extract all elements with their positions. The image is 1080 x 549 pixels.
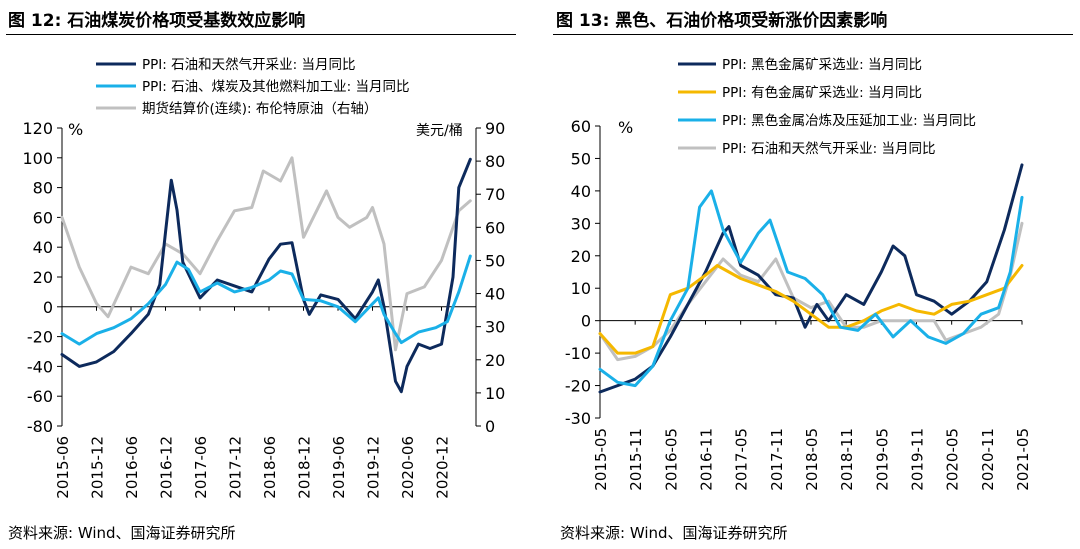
chart1-x-tick-label: 2016-06 xyxy=(123,436,141,499)
chart1-x-tick-label: 2015-06 xyxy=(54,436,72,499)
chart1-x-tick-label: 2015-12 xyxy=(89,436,107,499)
chart2-x-tick-label: 2021-05 xyxy=(1014,428,1032,491)
chart2-y-tick-label: -20 xyxy=(565,377,591,396)
chart1-y-unit: % xyxy=(68,120,83,139)
chart1-series-line-3 xyxy=(60,156,472,352)
chart2-legend-label-2: PPI: 有色金属矿采选业: 当月同比 xyxy=(722,84,922,101)
chart1-x-tick-label: 2016-12 xyxy=(158,436,176,499)
chart1-y2-tick-label: 0 xyxy=(485,417,495,436)
chart1-y-tick-label: 0 xyxy=(43,298,53,317)
chart2-x-tick-label: 2016-11 xyxy=(698,428,716,491)
chart1-x-tick-label: 2017-12 xyxy=(227,436,245,499)
chart1-y-tick-label: 20 xyxy=(33,268,53,287)
chart1-source: 资料来源: Wind、国海证券研究所 xyxy=(8,524,236,542)
chart1-y-tick-label: 60 xyxy=(33,208,53,227)
chart2-title-rule xyxy=(553,34,1073,35)
chart2-legend-label-3: PPI: 黑色金属冶炼及压延加工业: 当月同比 xyxy=(722,112,976,129)
chart1-x-tick-label: 2018-06 xyxy=(261,436,279,499)
chart1-series-line-1 xyxy=(60,157,472,394)
chart2-series-line-2 xyxy=(598,264,1024,355)
chart2-source: 资料来源: Wind、国海证券研究所 xyxy=(560,524,788,542)
chart1-series-line-2 xyxy=(60,254,472,346)
chart2-y-tick-label: 50 xyxy=(571,149,591,168)
chart1-y2-tick-label: 30 xyxy=(485,318,505,337)
chart1-legend-label-1: PPI: 石油和天然气开采业: 当月同比 xyxy=(142,56,355,73)
chart2-title: 图 13: 黑色、石油价格项受新涨价因素影响 xyxy=(556,11,888,31)
chart1-title-rule xyxy=(6,34,516,35)
chart2-x-tick-label: 2018-11 xyxy=(838,428,856,491)
chart2-legend-label-1: PPI: 黑色金属矿采选业: 当月同比 xyxy=(722,56,922,73)
chart2-x-tick-label: 2015-05 xyxy=(592,428,610,491)
chart1-legend-label-2: PPI: 石油、煤炭及其他燃料加工业: 当月同比 xyxy=(142,78,409,95)
chart2-series-line-1 xyxy=(598,163,1024,394)
chart1-x-tick-label: 2020-12 xyxy=(434,436,452,499)
chart1-legend-label-3: 期货结算价(连续): 布伦特原油（右轴） xyxy=(142,100,377,117)
chart2-y-tick-label: 30 xyxy=(571,214,591,233)
chart1-x-tick-label: 2019-12 xyxy=(365,436,383,499)
chart1-y-tick-label: 40 xyxy=(33,238,53,257)
chart1-y-tick-label: -60 xyxy=(27,387,53,406)
chart2-x-tick-label: 2020-05 xyxy=(944,428,962,491)
chart2-x-tick-label: 2019-11 xyxy=(909,428,927,491)
chart1-x-tick-label: 2017-06 xyxy=(192,436,210,499)
chart1-y2-tick-label: 70 xyxy=(485,185,505,204)
chart2-y-tick-label: 20 xyxy=(571,247,591,266)
chart2-y-tick-label: -10 xyxy=(565,344,591,363)
chart2-x-tick-label: 2018-05 xyxy=(803,428,821,491)
chart2-y-unit: % xyxy=(618,118,633,137)
chart2-x-tick-label: 2017-11 xyxy=(768,428,786,491)
chart1-x-tick-label: 2020-06 xyxy=(399,436,417,499)
chart1-y-tick-label: -80 xyxy=(27,417,53,436)
chart1-y-tick-label: -20 xyxy=(27,328,53,347)
chart1-y-tick-label: 100 xyxy=(22,149,53,168)
chart2-x-tick-label: 2016-05 xyxy=(662,428,680,491)
chart2-y-tick-label: 60 xyxy=(571,117,591,136)
chart1-title: 图 12: 石油煤炭价格项受基数效应影响 xyxy=(8,11,306,31)
chart2-y-tick-label: -30 xyxy=(565,409,591,428)
chart1-y2-tick-label: 60 xyxy=(485,218,505,237)
chart1-y2-tick-label: 50 xyxy=(485,251,505,270)
chart2-series-line-3 xyxy=(598,189,1024,388)
chart1-y2-tick-label: 20 xyxy=(485,351,505,370)
chart1-x-tick-label: 2018-12 xyxy=(296,436,314,499)
chart1-x-tick-label: 2019-06 xyxy=(330,436,348,499)
chart2-y-tick-label: 40 xyxy=(571,182,591,201)
chart1-y2-tick-label: 10 xyxy=(485,384,505,403)
chart2-x-tick-label: 2019-05 xyxy=(873,428,891,491)
chart2-y-tick-label: 0 xyxy=(581,312,591,331)
chart1-y2-unit: 美元/桶 xyxy=(416,123,463,139)
chart2-x-tick-label: 2017-05 xyxy=(733,428,751,491)
chart1-y2-tick-label: 40 xyxy=(485,285,505,304)
chart1-y2-tick-label: 90 xyxy=(485,119,505,138)
chart1-y2-tick-label: 80 xyxy=(485,152,505,171)
chart1-y-tick-label: 80 xyxy=(33,179,53,198)
chart1-y-tick-label: 120 xyxy=(22,119,53,138)
chart1-y-tick-label: -40 xyxy=(27,357,53,376)
chart2-y-tick-label: 10 xyxy=(571,279,591,298)
chart2-x-tick-label: 2015-11 xyxy=(627,428,645,491)
chart2-legend-label-4: PPI: 石油和天然气开采业: 当月同比 xyxy=(722,140,935,157)
chart2-x-tick-label: 2020-11 xyxy=(979,428,997,491)
